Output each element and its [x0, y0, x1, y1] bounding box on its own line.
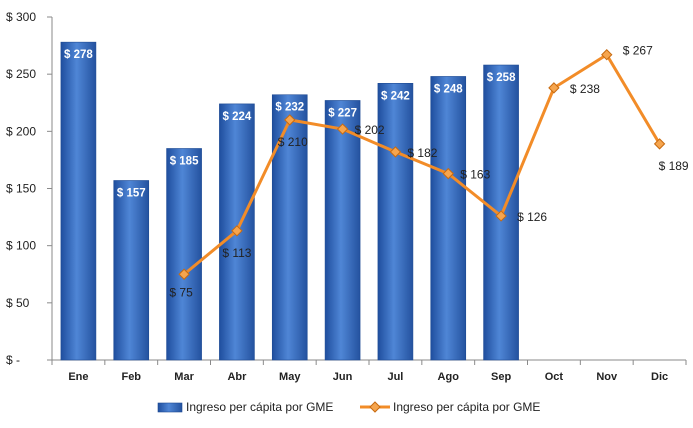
bar-data-label: $ 258 — [487, 72, 516, 84]
bar-data-label: $ 224 — [223, 111, 252, 123]
x-tick-label: Feb — [121, 371, 141, 383]
y-tick-label: $ 150 — [6, 182, 36, 196]
x-tick-label: Sep — [491, 371, 511, 383]
x-tick-label: Jun — [333, 371, 353, 383]
line-point — [653, 138, 666, 150]
bar-data-label: $ 248 — [434, 83, 463, 95]
bar-data-label: $ 278 — [64, 49, 93, 61]
bar — [430, 76, 467, 361]
bar — [113, 180, 150, 361]
line-data-label: $ 182 — [407, 146, 437, 160]
line-data-label: $ 202 — [355, 123, 385, 137]
x-tick-label: Ago — [438, 371, 460, 383]
line-series — [183, 53, 661, 276]
line-point — [336, 123, 349, 135]
y-tick-label: $ 200 — [6, 124, 36, 138]
line-point — [495, 210, 507, 222]
bar — [324, 100, 361, 361]
line-point — [284, 114, 296, 126]
legend: Ingreso per cápita por GME Ingreso per cá… — [157, 400, 540, 414]
bar-data-label: $ 157 — [117, 187, 146, 199]
line-data-label: $ 189 — [659, 159, 689, 173]
x-tick-label: May — [279, 371, 301, 383]
line-point — [601, 49, 613, 61]
bar-data-label: $ 232 — [275, 102, 304, 114]
y-tick-label: $ 50 — [6, 296, 30, 310]
y-tick-label: $ 250 — [6, 67, 36, 81]
bar-data-label: $ 227 — [328, 107, 357, 119]
legend-line-marker — [369, 401, 381, 413]
y-tick-label: $ 300 — [6, 10, 36, 24]
legend-bar-label: Ingreso per cápita por GME — [186, 400, 333, 414]
line-data-label: $ 126 — [517, 210, 547, 224]
bar — [166, 148, 202, 361]
bar-data-label: $ 242 — [381, 90, 410, 102]
x-tick-label: Nov — [596, 371, 618, 383]
axes-group: $ - $ 50 $ 100 $ 150 $ 200 $ 250 $ 300 Ene Feb Ma… — [6, 10, 687, 383]
bars-group: $ 278 $ 157 $ 185 $ 224 $ 232 $ 227 $ 242 $ 248… — [60, 41, 519, 361]
bar — [60, 41, 97, 361]
y-tick-label: $ 100 — [6, 239, 36, 253]
bar — [377, 83, 414, 361]
line-point — [548, 82, 560, 94]
line-data-label: $ 210 — [278, 135, 308, 149]
line-data-label: $ 267 — [623, 44, 653, 58]
x-tick-label: Oct — [545, 371, 564, 383]
x-tick-label: Mar — [174, 371, 194, 383]
y-tick-label: $ - — [6, 353, 20, 367]
legend-line-label: Ingreso per cápita por GME — [393, 400, 540, 414]
bar-data-label: $ 185 — [170, 155, 199, 167]
line-data-label: $ 75 — [169, 285, 193, 299]
line-data-label: $ 238 — [570, 82, 600, 96]
line-point — [178, 268, 190, 280]
line-point — [231, 225, 243, 237]
x-tick-label: Jul — [387, 371, 403, 383]
x-tick-label: Dic — [651, 371, 668, 383]
x-tick-label: Ene — [68, 371, 88, 383]
line-point — [389, 146, 402, 158]
bar — [271, 94, 308, 361]
legend-bar-swatch — [157, 402, 183, 413]
line-data-label: $ 113 — [222, 246, 251, 260]
line-point — [442, 167, 454, 180]
line-data-label: $ 163 — [460, 168, 490, 182]
x-tick-label: Abr — [227, 371, 247, 383]
line-group: $ 75 $ 113 $ 210 $ 202 $ 182 $ 163 $ 126 $ 238 $… — [169, 44, 689, 300]
